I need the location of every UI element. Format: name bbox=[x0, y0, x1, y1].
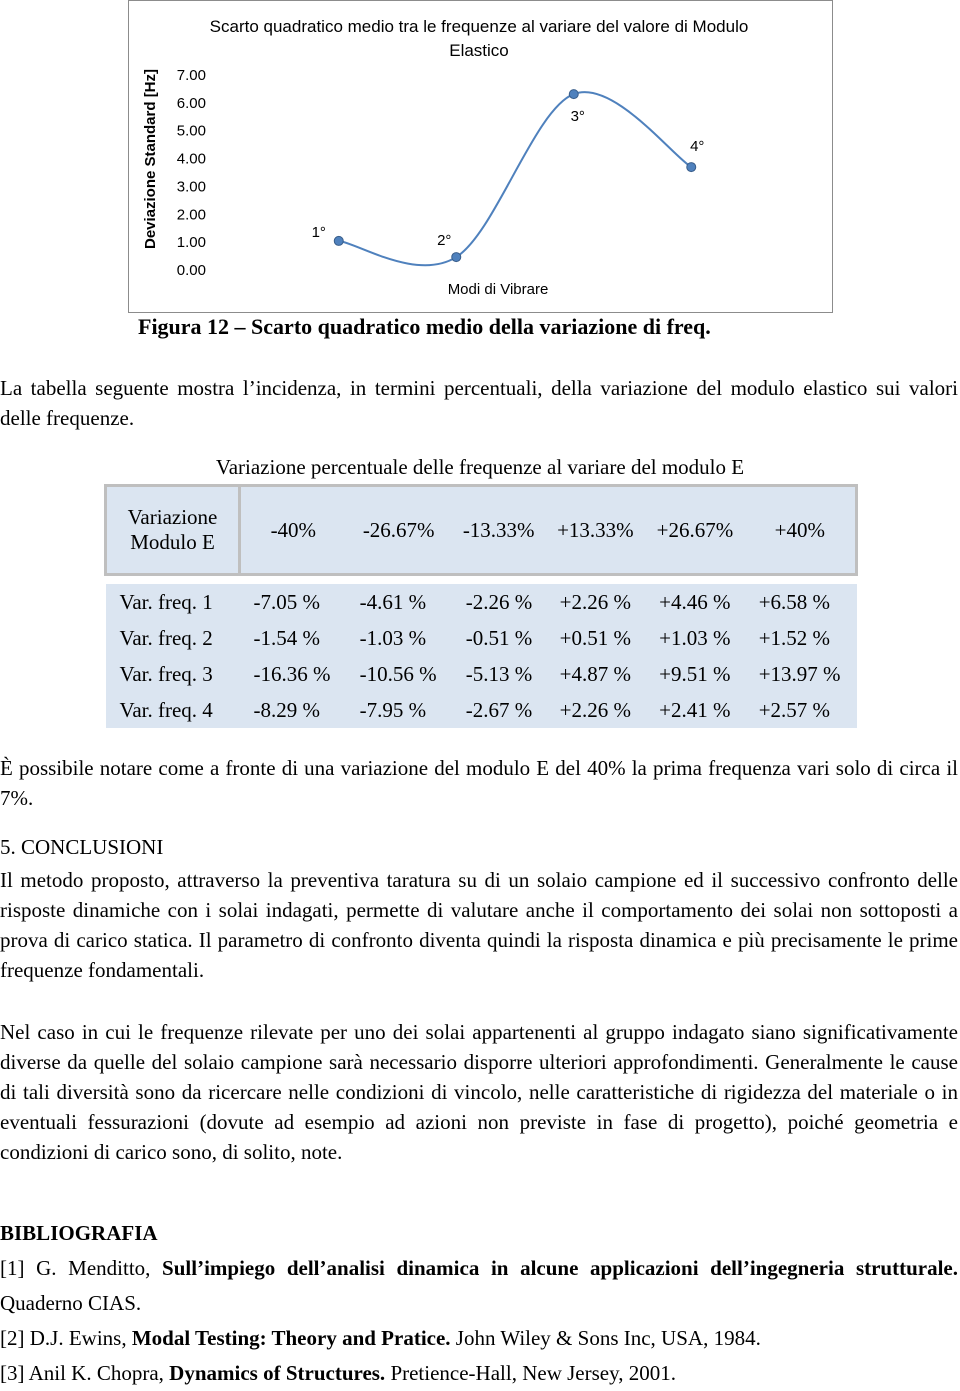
table-cell: +6.58 % bbox=[744, 584, 857, 620]
row-label: Var. freq. 4 bbox=[105, 692, 240, 728]
ref-title: Modal Testing: Theory and Pratice. bbox=[131, 1326, 451, 1350]
y-tick-label: 5.00 bbox=[177, 123, 206, 140]
chart-title: Scarto quadratico medio tra le frequenze… bbox=[209, 17, 749, 60]
table-cell: +2.26 % bbox=[545, 692, 646, 728]
table-cell: +13.97 % bbox=[744, 656, 857, 692]
paragraph: Il metodo proposto, attraverso la preven… bbox=[0, 868, 958, 982]
table-cell: +1.03 % bbox=[645, 620, 745, 656]
table-cell: -8.29 % bbox=[239, 692, 346, 728]
row-label: Var. freq. 1 bbox=[105, 584, 240, 620]
data-point bbox=[333, 235, 344, 246]
data-point bbox=[686, 162, 697, 173]
ref-source: Quaderno CIAS. bbox=[0, 1291, 142, 1315]
table-cell: +2.41 % bbox=[645, 692, 745, 728]
y-tick-label: 0.00 bbox=[177, 262, 206, 279]
point-label: 1° bbox=[312, 224, 326, 241]
table-cell: +2.57 % bbox=[744, 692, 857, 728]
spacer-cell bbox=[106, 575, 857, 585]
reference: [2] D.J. Ewins, Modal Testing: Theory an… bbox=[0, 1321, 958, 1356]
row-label: Var. freq. 2 bbox=[105, 620, 240, 656]
y-tick-label: 3.00 bbox=[177, 178, 206, 195]
table-row: Var. freq. 1 -7.05 % -4.61 % -2.26 % +2.26 %… bbox=[105, 584, 857, 620]
y-tick-label: 4.00 bbox=[177, 151, 206, 168]
table-cell: +9.51 % bbox=[645, 656, 745, 692]
reference: [1] G. Menditto, Sull’impiego dell’anali… bbox=[0, 1251, 958, 1321]
column-header: +26.67% bbox=[645, 484, 745, 576]
ref-authors: D.J. Ewins, bbox=[29, 1326, 127, 1350]
table-cell: -4.61 % bbox=[345, 584, 452, 620]
column-header: -40% bbox=[239, 484, 346, 576]
ref-source: Pretience-Hall, New Jersey, 2001. bbox=[390, 1361, 676, 1385]
table-cell: +4.46 % bbox=[645, 584, 745, 620]
point-label: 4° bbox=[690, 138, 704, 155]
table-cell: -1.54 % bbox=[239, 620, 346, 656]
ref-number: [2] bbox=[0, 1326, 25, 1350]
table-cell: -5.13 % bbox=[451, 656, 546, 692]
table-cell: -10.56 % bbox=[345, 656, 452, 692]
row-label: Var. freq. 3 bbox=[105, 656, 240, 692]
table-cell: -7.05 % bbox=[239, 584, 346, 620]
point-label: 2° bbox=[437, 232, 451, 249]
y-tick-label: 7.00 bbox=[177, 67, 206, 84]
chart-svg: 0.00 1.00 2.00 3.00 4.00 5.00 6.00 7.00 Deviazio… bbox=[142, 67, 704, 298]
header-row: Variazione Modulo E -40% -26.67% -13.33% +13… bbox=[104, 484, 858, 576]
series-line bbox=[338, 91, 692, 267]
references: [1] G. Menditto, Sull’impiego dell’anali… bbox=[0, 1251, 958, 1391]
y-tick-label: 2.00 bbox=[177, 206, 206, 223]
y-tick-label: 6.00 bbox=[177, 95, 206, 112]
figure-caption: Figura 12 – Scarto quadratico medio dell… bbox=[138, 314, 711, 339]
ref-title: Sull’impiego dell’analisi dinamica in al… bbox=[162, 1256, 959, 1280]
data-point bbox=[568, 89, 579, 100]
table-cell: -1.03 % bbox=[345, 620, 452, 656]
data-point bbox=[451, 252, 462, 263]
table-cell: -0.51 % bbox=[451, 620, 546, 656]
column-header: -13.33% bbox=[451, 484, 546, 576]
bibliography-heading: BIBLIOGRAFIA bbox=[0, 1221, 158, 1245]
chart: 0.00 1.00 2.00 3.00 4.00 5.00 6.00 7.00 Deviazio… bbox=[128, 0, 833, 313]
table-row: Var. freq. 4 -8.29 % -7.95 % -2.67 % +2.26 %… bbox=[105, 692, 857, 728]
corner-cell: Variazione Modulo E bbox=[104, 484, 241, 576]
reference: [3] Anil K. Chopra, Dynamics of Structur… bbox=[0, 1356, 958, 1391]
y-axis-title: Deviazione Standard [Hz] bbox=[142, 69, 159, 249]
ref-number: [3] bbox=[0, 1361, 25, 1385]
x-axis-title: Modi di Vibrare bbox=[448, 281, 549, 298]
paragraph: È possibile notare come a fronte di una … bbox=[0, 756, 958, 810]
table-row: Var. freq. 3 -16.36 % -10.56 % -5.13 % +4.87… bbox=[105, 656, 857, 692]
table: Variazione Modulo E -40% -26.67% -13.33% +13… bbox=[104, 484, 858, 728]
table-cell: +4.87 % bbox=[545, 656, 646, 692]
table-cell: -16.36 % bbox=[239, 656, 346, 692]
table-cell: -2.26 % bbox=[451, 584, 546, 620]
point-label: 3° bbox=[571, 108, 585, 125]
ref-authors: Anil K. Chopra, bbox=[28, 1361, 164, 1385]
y-tick-label: 1.00 bbox=[177, 234, 206, 251]
table-caption: Variazione percentuale delle frequenze a… bbox=[215, 455, 745, 479]
paragraph: Nel caso in cui le frequenze rilevate pe… bbox=[0, 1020, 958, 1164]
column-header: -26.67% bbox=[345, 484, 452, 576]
table-cell: -7.95 % bbox=[345, 692, 452, 728]
spacer bbox=[106, 575, 857, 585]
paragraph: La tabella seguente mostra l’incidenza, … bbox=[0, 376, 958, 430]
table-row: Var. freq. 2 -1.54 % -1.03 % -0.51 % +0.51 %… bbox=[105, 620, 857, 656]
column-header: +13.33% bbox=[545, 484, 646, 576]
table-cell: +0.51 % bbox=[545, 620, 646, 656]
ref-authors: G. Menditto, bbox=[36, 1256, 151, 1280]
table-cell: -2.67 % bbox=[451, 692, 546, 728]
column-header: +40% bbox=[744, 484, 858, 576]
ref-source: John Wiley & Sons Inc, USA, 1984. bbox=[455, 1326, 761, 1350]
table-cell: +2.26 % bbox=[545, 584, 646, 620]
table-cell: +1.52 % bbox=[744, 620, 857, 656]
ref-number: [1] bbox=[0, 1256, 25, 1280]
section-heading: 5. CONCLUSIONI bbox=[0, 835, 164, 859]
ref-title: Dynamics of Structures. bbox=[169, 1361, 386, 1385]
